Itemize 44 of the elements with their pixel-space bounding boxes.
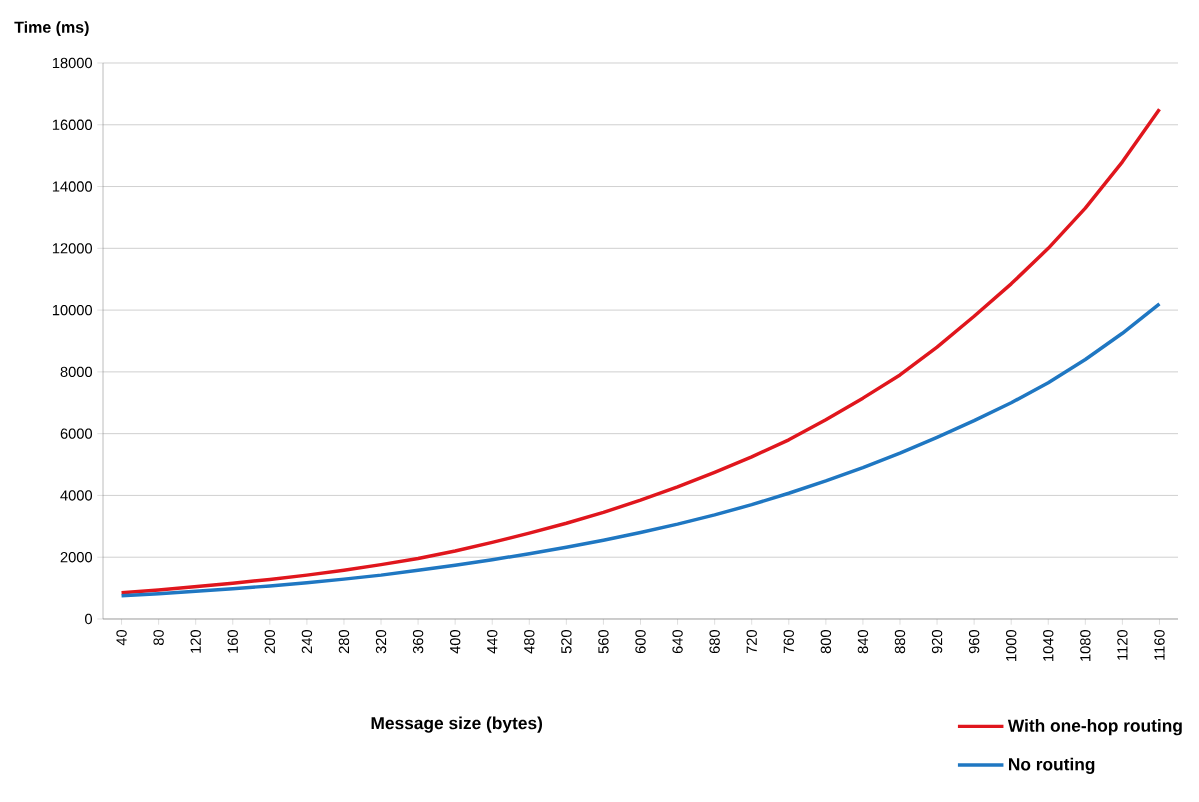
x-tick-label: 80 xyxy=(153,629,164,646)
x-tick-label: 480 xyxy=(524,629,535,654)
y-tick-label: 14000 xyxy=(52,181,93,192)
x-tick-label: 840 xyxy=(857,629,869,654)
y-tick-label: 16000 xyxy=(52,119,93,130)
legend-label: With one-hop routing xyxy=(1007,719,1182,736)
y-tick-label: 0 xyxy=(85,613,93,625)
x-tick-label: 1160 xyxy=(1154,629,1165,660)
y-tick-label: 6000 xyxy=(60,428,93,439)
x-tick-label: 360 xyxy=(412,629,424,654)
x-tick-label: 1120 xyxy=(1117,629,1128,660)
x-tick-label: 1080 xyxy=(1080,629,1091,661)
x-tick-label: 400 xyxy=(449,629,461,654)
x-tick-label: 240 xyxy=(301,629,313,654)
x-tick-label: 920 xyxy=(931,629,943,654)
x-tick-label: 800 xyxy=(820,629,832,654)
x-tick-label: 640 xyxy=(672,629,683,654)
x-tick-label: 440 xyxy=(487,629,498,654)
x-tick-label: 160 xyxy=(227,629,238,653)
x-tick-label: 320 xyxy=(375,629,387,654)
line-series xyxy=(119,302,1162,598)
x-tick-label: 1040 xyxy=(1043,629,1054,661)
x-tick-label: 520 xyxy=(561,629,572,654)
y-axis-title: Time (ms) xyxy=(14,21,89,37)
y-tick-label: 18000 xyxy=(52,57,93,69)
x-tick-label: 280 xyxy=(338,629,350,654)
legend-label: No routing xyxy=(1009,757,1095,774)
y-tick-label: 4000 xyxy=(60,490,93,501)
x-tick-label: 200 xyxy=(264,629,276,654)
x-tick-label: 880 xyxy=(894,629,906,654)
x-tick-label: 40 xyxy=(116,629,127,646)
y-tick-label: 12000 xyxy=(52,243,93,254)
x-tick-label: 960 xyxy=(968,629,980,654)
x-tick-label: 720 xyxy=(746,629,757,654)
x-tick-label: 760 xyxy=(783,629,794,654)
x-axis-title: Message size (bytes) xyxy=(371,716,543,733)
x-tick-label: 600 xyxy=(635,629,646,654)
x-tick-label: 1000 xyxy=(1006,629,1017,661)
y-tick-label: 10000 xyxy=(52,304,93,316)
y-tick-label: 2000 xyxy=(60,552,93,563)
y-tick-label: 8000 xyxy=(60,366,93,378)
x-tick-label: 680 xyxy=(709,629,720,654)
x-tick-label: 120 xyxy=(190,629,201,653)
x-tick-label: 560 xyxy=(598,629,609,654)
